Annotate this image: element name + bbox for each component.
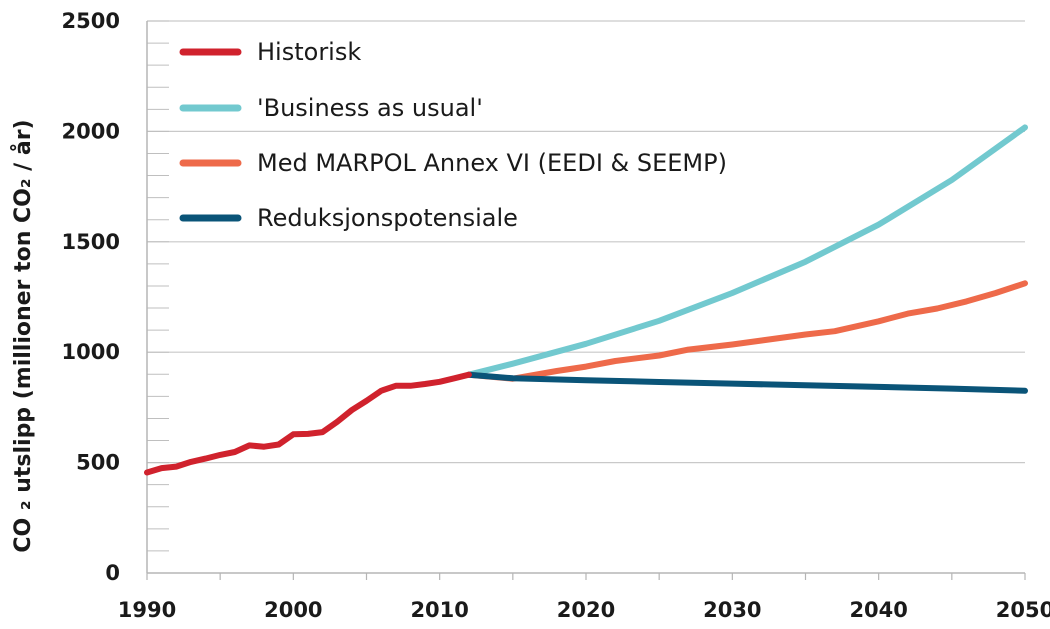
series-line-3 <box>465 371 1028 394</box>
legend-label: Med MARPOL Annex VI (EEDI & SEEMP) <box>257 149 727 177</box>
y-tick-label: 2500 <box>62 9 120 33</box>
y-tick-label: 2000 <box>62 119 120 143</box>
y-axis-label: CO ₂ utslipp (millioner ton CO₂ / år) <box>10 119 36 552</box>
series-lines <box>144 124 1028 476</box>
series-line-1 <box>465 124 1028 378</box>
x-tick-label: 2000 <box>264 598 322 622</box>
legend-label: Reduksjonspotensiale <box>257 204 518 232</box>
x-tick-label: 2050 <box>996 598 1050 622</box>
legend-label: 'Business as usual' <box>257 94 483 122</box>
x-tick-label: 2040 <box>849 598 907 622</box>
series-line-0 <box>144 371 472 476</box>
axes: 0 500 1000 1500 2000 2500 1990 2000 2010 2020 2030… <box>62 9 1050 622</box>
gridlines <box>147 20 1025 464</box>
y-tick-label: 0 <box>105 561 120 585</box>
x-tick-label: 1990 <box>118 598 176 622</box>
x-tick-label: 2030 <box>703 598 761 622</box>
y-tick-label: 500 <box>76 451 120 475</box>
series-line-2 <box>465 280 1028 382</box>
legend: Historisk 'Business as usual' Med MARPOL A… <box>179 38 727 232</box>
x-tick-label: 2020 <box>557 598 615 622</box>
y-tick-label: 1000 <box>62 340 120 364</box>
x-tick-label: 2010 <box>410 598 468 622</box>
legend-label: Historisk <box>257 38 361 66</box>
y-tick-label: 1500 <box>62 230 120 254</box>
